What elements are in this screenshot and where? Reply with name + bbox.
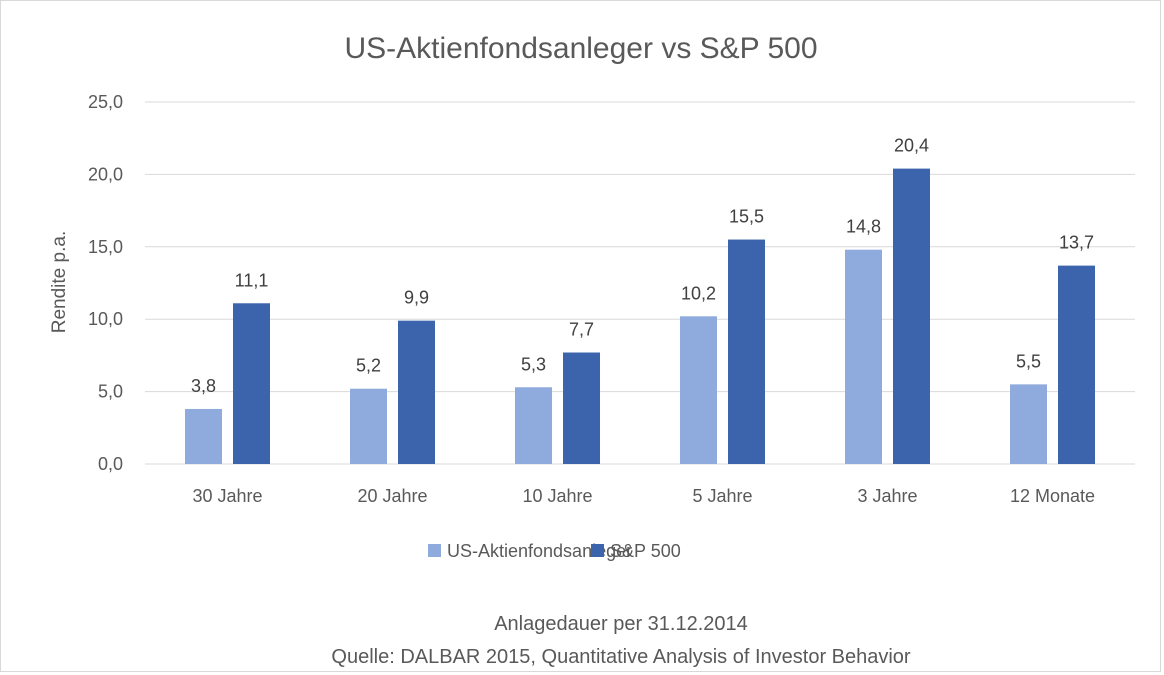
bar-us-aktienfondsanleger bbox=[845, 249, 882, 464]
data-label: 11,1 bbox=[235, 270, 269, 290]
data-label: 10,2 bbox=[681, 283, 716, 303]
bar-sp500 bbox=[398, 320, 435, 464]
x-category-label: 5 Jahre bbox=[692, 486, 752, 506]
y-tick-label: 15,0 bbox=[88, 237, 123, 257]
y-axis-ticks: 0,0 5,0 10,0 15,0 20,0 25,0 bbox=[88, 92, 123, 474]
data-label: 5,5 bbox=[1016, 351, 1041, 371]
data-label: 20,4 bbox=[894, 136, 929, 156]
y-tick-label: 20,0 bbox=[88, 164, 123, 184]
data-labels: 3,8 11,1 5,2 9,9 5,3 7,7 10,2 15,5 14,8 20,4 5,5 13… bbox=[191, 136, 1094, 396]
data-label: 15,5 bbox=[729, 207, 764, 227]
data-label: 13,7 bbox=[1059, 233, 1094, 253]
bar-us-aktienfondsanleger bbox=[350, 388, 387, 464]
y-tick-label: 10,0 bbox=[88, 309, 123, 329]
legend-label: US-Aktienfondsanleger bbox=[447, 541, 632, 561]
x-category-label: 12 Monate bbox=[1010, 486, 1095, 506]
bar-sp500 bbox=[1058, 265, 1095, 464]
bar-us-aktienfondsanleger bbox=[680, 316, 717, 464]
legend-label: S&P 500 bbox=[610, 541, 681, 561]
footnote-source: Quelle: DALBAR 2015, Quantitative Analys… bbox=[331, 646, 911, 668]
x-category-label: 20 Jahre bbox=[357, 486, 427, 506]
data-label: 14,8 bbox=[846, 217, 881, 237]
footnote-period: Anlagedauer per 31.12.2014 bbox=[494, 613, 748, 635]
gridlines bbox=[145, 101, 1135, 465]
data-label: 7,7 bbox=[569, 320, 594, 340]
y-tick-label: 0,0 bbox=[98, 454, 123, 474]
bar-sp500 bbox=[563, 352, 600, 464]
bar-sp500 bbox=[893, 168, 930, 464]
legend-swatch-sp500 bbox=[591, 544, 604, 557]
y-axis-title: Rendite p.a. bbox=[49, 231, 70, 333]
bar-us-aktienfondsanleger bbox=[185, 408, 222, 464]
data-label: 5,2 bbox=[356, 356, 381, 376]
data-label: 9,9 bbox=[404, 288, 429, 308]
legend-swatch-us-aktienfondsanleger bbox=[428, 544, 441, 557]
x-category-label: 3 Jahre bbox=[857, 486, 917, 506]
y-tick-label: 5,0 bbox=[98, 382, 123, 402]
x-category-label: 30 Jahre bbox=[192, 486, 262, 506]
bar-sp500 bbox=[233, 303, 270, 464]
data-label: 3,8 bbox=[191, 376, 216, 396]
y-tick-label: 25,0 bbox=[88, 92, 123, 112]
x-axis-categories: 30 Jahre 20 Jahre 10 Jahre 5 Jahre 3 Jahre 12… bbox=[192, 486, 1095, 506]
chart-title: US-Aktienfondsanleger vs S&P 500 bbox=[344, 32, 817, 65]
bar-sp500 bbox=[728, 239, 765, 464]
x-category-label: 10 Jahre bbox=[522, 486, 592, 506]
bars bbox=[185, 168, 1095, 464]
bar-us-aktienfondsanleger bbox=[1010, 384, 1047, 464]
data-label: 5,3 bbox=[521, 354, 546, 374]
bar-us-aktienfondsanleger bbox=[515, 387, 552, 464]
